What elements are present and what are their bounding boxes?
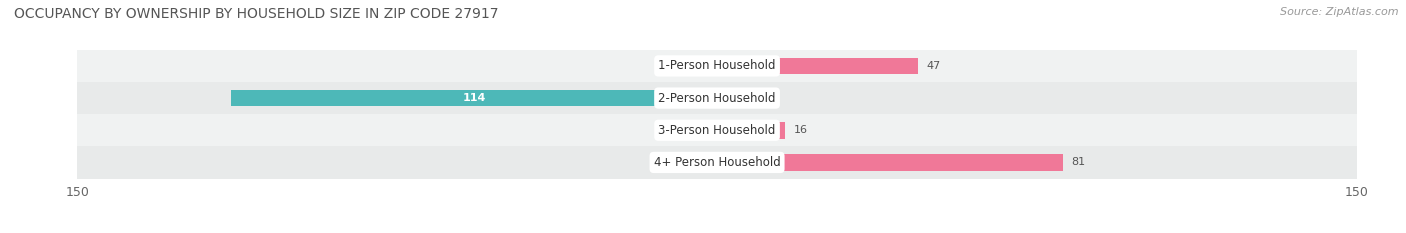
Bar [77, 146, 1357, 178]
Text: 8: 8 [668, 61, 675, 71]
Bar [717, 122, 786, 139]
Bar [717, 58, 918, 74]
Text: 4: 4 [685, 158, 692, 168]
Bar [717, 154, 1063, 171]
Bar [231, 90, 717, 106]
Text: 4+ Person Household: 4+ Person Household [654, 156, 780, 169]
Bar [77, 82, 1357, 114]
Text: 114: 114 [463, 93, 485, 103]
Bar [77, 50, 1357, 82]
Text: OCCUPANCY BY OWNERSHIP BY HOUSEHOLD SIZE IN ZIP CODE 27917: OCCUPANCY BY OWNERSHIP BY HOUSEHOLD SIZE… [14, 7, 499, 21]
Text: 0: 0 [693, 125, 700, 135]
Text: 3-Person Household: 3-Person Household [658, 124, 776, 137]
Bar [700, 154, 717, 171]
Bar [77, 114, 1357, 146]
Bar [709, 122, 717, 139]
Text: 47: 47 [927, 61, 941, 71]
Text: 2-Person Household: 2-Person Household [658, 92, 776, 105]
Text: Source: ZipAtlas.com: Source: ZipAtlas.com [1281, 7, 1399, 17]
Bar [717, 90, 725, 106]
Text: 16: 16 [794, 125, 808, 135]
Text: 1-Person Household: 1-Person Household [658, 59, 776, 72]
Text: 81: 81 [1071, 158, 1085, 168]
Text: 0: 0 [734, 93, 741, 103]
Bar [683, 58, 717, 74]
